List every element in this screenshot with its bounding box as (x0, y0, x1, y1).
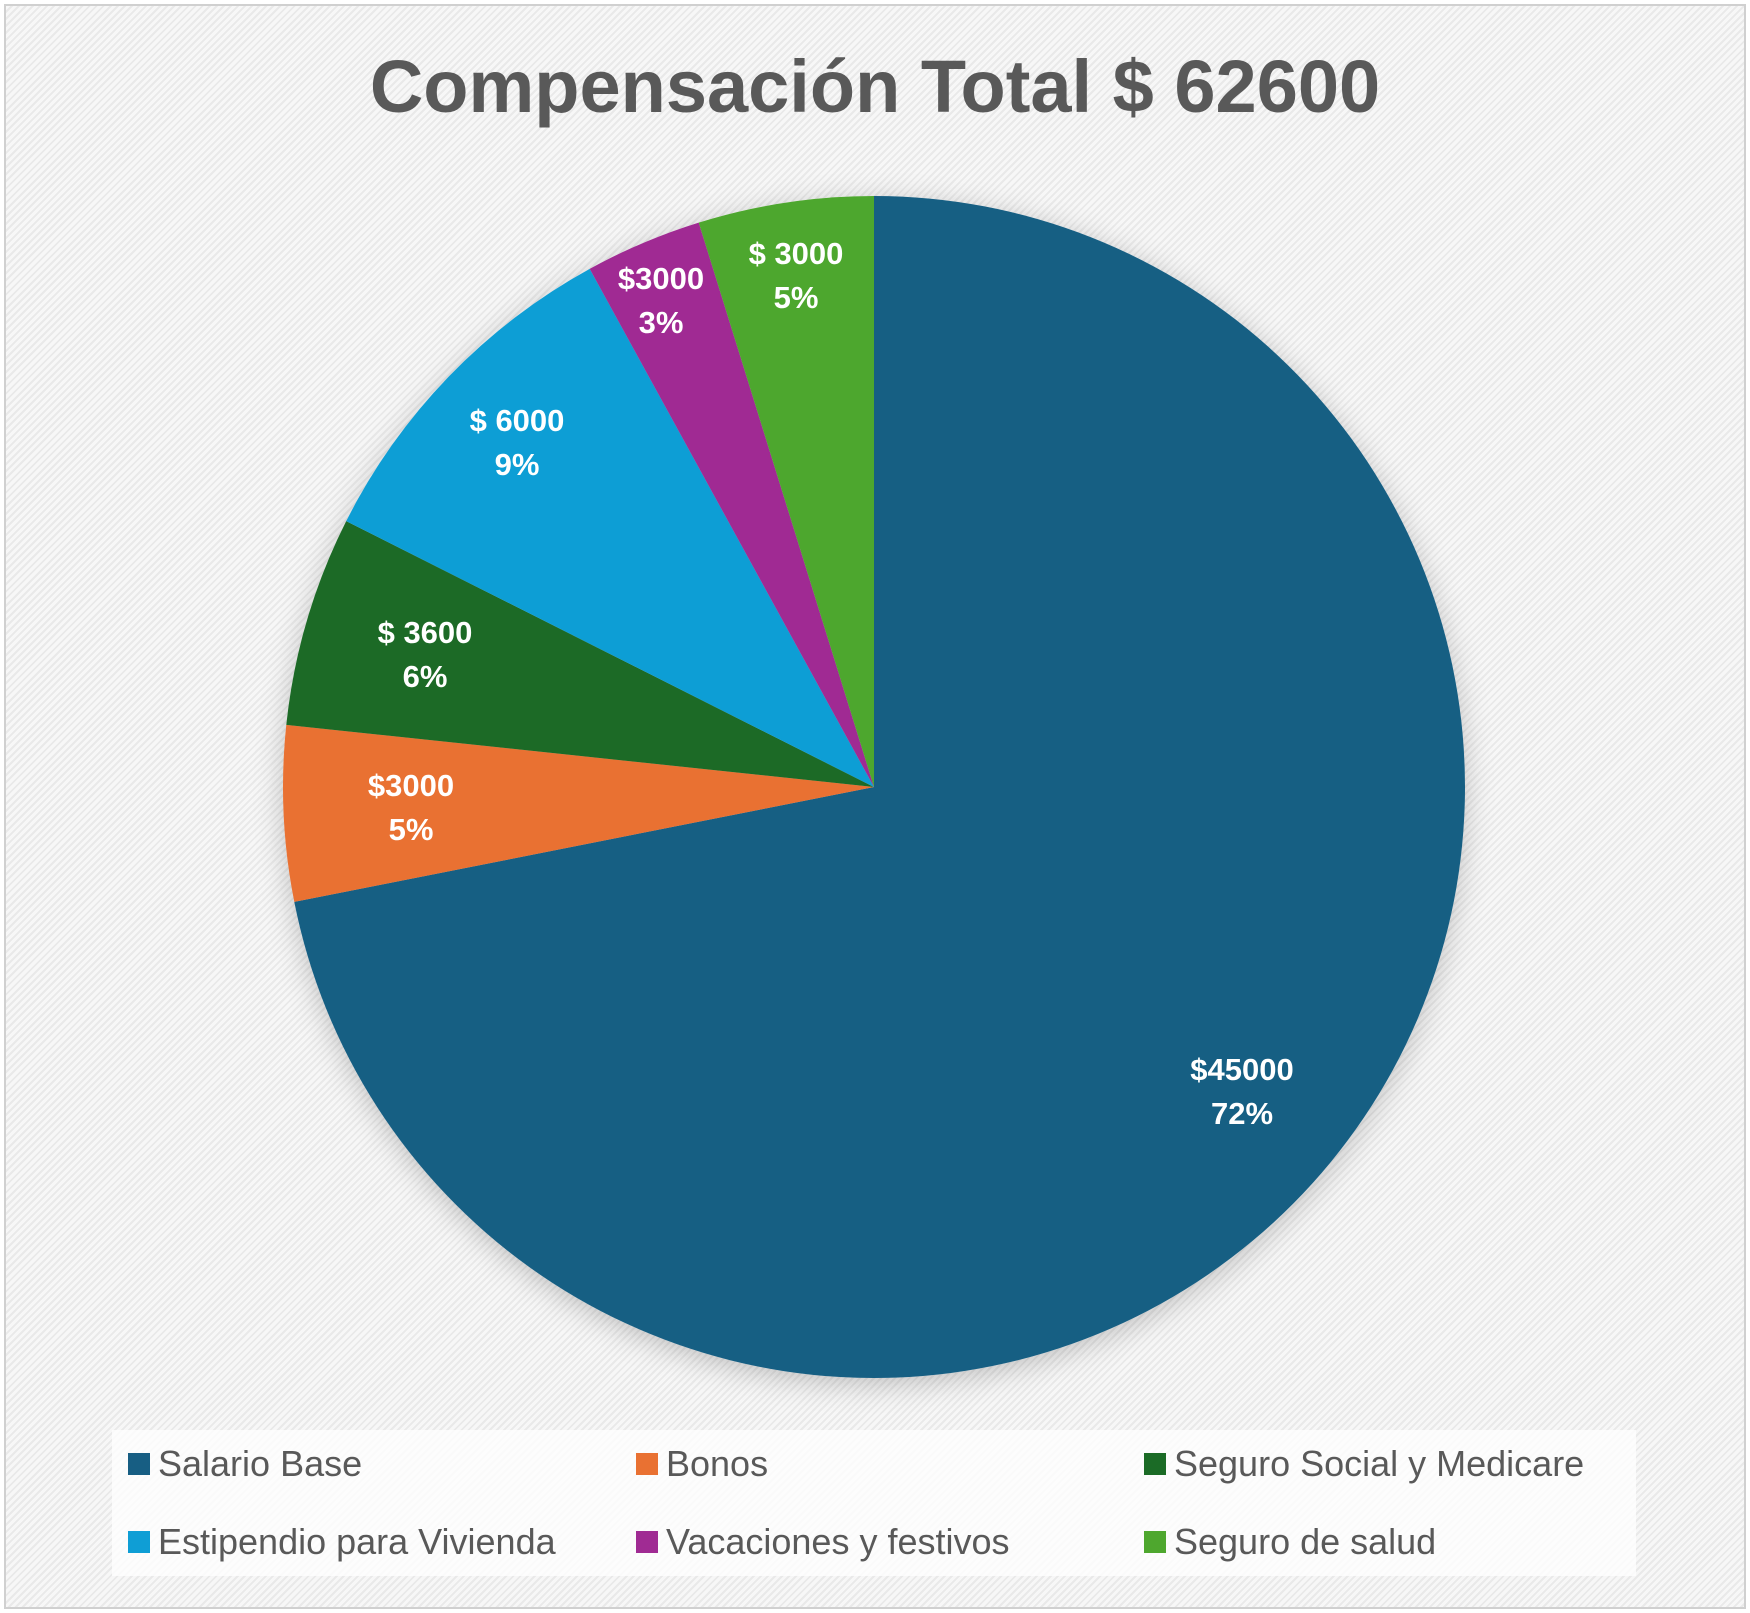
data-label: $45000 72% (1190, 1048, 1293, 1136)
legend-item: Vacaciones y festivos (636, 1521, 1010, 1563)
legend-label: Bonos (666, 1443, 769, 1484)
percent-label: 5% (388, 812, 434, 847)
value-label: $3000 (367, 768, 455, 803)
data-label: $ 6000 9% (470, 399, 565, 487)
pie-slice-2 (283, 724, 874, 902)
percent-label: 9% (494, 447, 540, 482)
percent-label: 6% (402, 659, 448, 694)
legend-label: Seguro de salud (1174, 1521, 1437, 1562)
pie-slice-3 (286, 521, 874, 787)
percent-label: 5% (773, 280, 819, 315)
value-label: $45000 (1190, 1052, 1294, 1087)
pie-slice-4 (346, 268, 875, 788)
value-label: $ 3600 (377, 615, 473, 650)
legend-item: Bonos (636, 1443, 768, 1485)
legend-item: Seguro Social y Medicare (1144, 1443, 1584, 1485)
value-label: $ 3000 (748, 236, 844, 271)
pie-slice-5 (589, 222, 874, 787)
legend-swatch (636, 1453, 658, 1475)
pie-slice-1 (294, 196, 1465, 1378)
legend-label: Seguro Social y Medicare (1174, 1443, 1585, 1484)
legend: Salario Base Bonos Seguro Social y Medicar… (112, 1430, 1636, 1576)
legend-label: Salario Base (158, 1443, 363, 1484)
data-label: $ 3000 5% (749, 232, 844, 320)
legend-item: Estipendio para Vivienda (128, 1521, 556, 1563)
data-label: $ 3600 6% (378, 611, 473, 699)
chart-title: Compensación Total $ 62600 (369, 45, 1381, 128)
legend-label: Estipendio para Vivienda (158, 1521, 556, 1562)
legend-item: Seguro de salud (1144, 1521, 1436, 1563)
legend-swatch (128, 1531, 150, 1553)
percent-label: 3% (638, 305, 684, 340)
value-label: $3000 (617, 261, 705, 296)
legend-swatch (636, 1531, 658, 1553)
legend-swatch (1144, 1531, 1166, 1553)
legend-swatch (1144, 1453, 1166, 1475)
percent-label: 72% (1210, 1096, 1274, 1131)
data-label: $3000 3% (618, 257, 704, 345)
legend-label: Vacaciones y festivos (666, 1521, 1010, 1562)
data-label: $3000 5% (368, 764, 454, 852)
value-label: $ 6000 (469, 403, 565, 438)
legend-item: Salario Base (128, 1443, 362, 1485)
legend-swatch (128, 1453, 150, 1475)
pie-slice-6 (698, 196, 874, 787)
